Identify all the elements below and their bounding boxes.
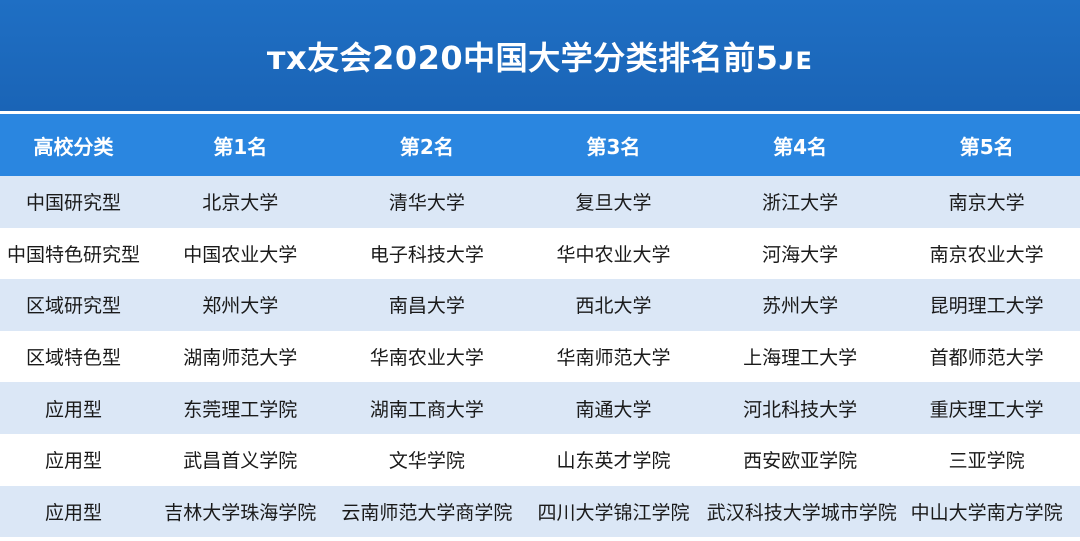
column-header-rank-5: 第5名 [893,114,1080,176]
university-cell: 东莞理工学院 [147,382,334,434]
column-header-rank-4: 第4名 [706,114,894,176]
table-row: 应用型 吉林大学珠海学院 云南师范大学商学院 四川大学锦江学院 武汉科技大学城市… [0,485,1080,538]
university-cell: 武昌首义学院 [147,433,334,486]
university-cell: 上海理工大学 [706,330,894,383]
ranking-table: 高校分类 第1名 第2名 第3名 第4名 第5名 中国研究型 北京大学 清华大学… [0,114,1080,538]
university-cell: 文华学院 [333,433,521,486]
university-cell: 浙江大学 [706,176,894,228]
column-header-rank-1: 第1名 [147,114,334,176]
university-cell: 华南农业大学 [333,330,521,383]
university-cell: 电子科技大学 [333,227,521,280]
title-banner: ᴛx友会2020中国大学分类排名前5ᴊᴇ [0,0,1080,114]
university-cell: 四川大学锦江学院 [520,485,707,538]
table-row: 应用型 东莞理工学院 湖南工商大学 南通大学 河北科技大学 重庆理工大学 [0,382,1080,434]
university-cell: 山东英才学院 [520,433,707,486]
university-cell: 武汉科技大学城市学院 [706,485,897,538]
university-cell: 三亚学院 [893,433,1080,486]
category-cell: 区域研究型 [0,279,147,331]
university-cell: 南昌大学 [333,279,521,331]
university-cell: 云南师范大学商学院 [333,485,521,538]
university-cell: 昆明理工大学 [893,279,1080,331]
category-cell: 中国特色研究型 [0,227,147,280]
university-cell: 西安欧亚学院 [706,433,894,486]
university-cell: 郑州大学 [147,279,334,331]
category-cell: 中国研究型 [0,176,147,228]
column-header-rank-3: 第3名 [520,114,707,176]
university-cell: 湖南工商大学 [333,382,521,434]
category-cell: 应用型 [0,433,147,486]
university-cell: 复旦大学 [520,176,707,228]
table-row: 区域特色型 湖南师范大学 华南农业大学 华南师范大学 上海理工大学 首都师范大学 [0,330,1080,383]
university-cell: 北京大学 [147,176,334,228]
university-cell: 中国农业大学 [147,227,334,280]
university-cell: 中山大学南方学院 [893,485,1080,538]
university-cell: 河北科技大学 [706,382,894,434]
column-header-category: 高校分类 [0,114,147,176]
university-cell: 苏州大学 [706,279,894,331]
university-cell: 首都师范大学 [893,330,1080,383]
university-cell: 南京农业大学 [893,227,1080,280]
table-row: 中国研究型 北京大学 清华大学 复旦大学 浙江大学 南京大学 [0,176,1080,228]
university-cell: 南京大学 [893,176,1080,228]
university-cell: 重庆理工大学 [893,382,1080,434]
column-header-rank-2: 第2名 [333,114,521,176]
university-cell: 华南师范大学 [520,330,707,383]
university-cell: 西北大学 [520,279,707,331]
university-cell: 湖南师范大学 [147,330,334,383]
university-cell: 华中农业大学 [520,227,707,280]
university-cell: 河海大学 [706,227,894,280]
table-row: 应用型 武昌首义学院 文华学院 山东英才学院 西安欧亚学院 三亚学院 [0,433,1080,486]
category-cell: 应用型 [0,382,147,434]
table-header-row: 高校分类 第1名 第2名 第3名 第4名 第5名 [0,114,1080,176]
category-cell: 区域特色型 [0,330,147,383]
category-cell: 应用型 [0,485,147,538]
page-title: ᴛx友会2020中国大学分类排名前5ᴊᴇ [266,38,814,77]
university-cell: 吉林大学珠海学院 [147,485,334,538]
university-cell: 清华大学 [333,176,521,228]
table-row: 中国特色研究型 中国农业大学 电子科技大学 华中农业大学 河海大学 南京农业大学 [0,227,1080,280]
table-row: 区域研究型 郑州大学 南昌大学 西北大学 苏州大学 昆明理工大学 [0,279,1080,331]
university-cell: 南通大学 [520,382,707,434]
